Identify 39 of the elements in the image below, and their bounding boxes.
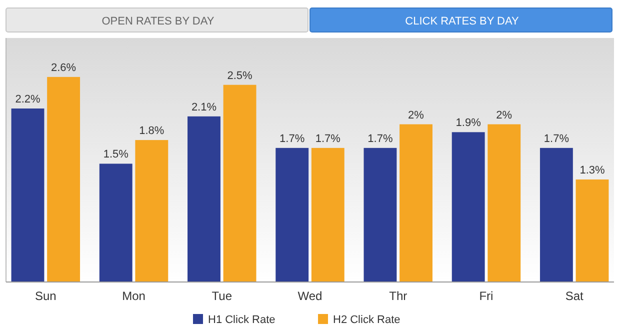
- data-label: 2%: [496, 109, 512, 122]
- x-tick-label: Fri: [479, 289, 494, 303]
- data-label: 1.7%: [544, 132, 570, 145]
- data-label: 2.6%: [51, 62, 76, 74]
- x-tick-label: Tue: [212, 289, 232, 303]
- bar: [400, 124, 432, 282]
- data-label: 1.5%: [103, 148, 129, 161]
- bar: [188, 116, 220, 282]
- text: CLICK RATES BY DAY: [405, 16, 520, 28]
- bar: [311, 148, 344, 282]
- bar: [11, 108, 44, 282]
- bar: [576, 179, 609, 282]
- legend-label: H1 Click Rate: [208, 314, 276, 326]
- data-label: 1.7%: [315, 132, 341, 145]
- bar: [135, 140, 168, 282]
- x-tick-label: Sat: [565, 289, 584, 303]
- data-label: 1.7%: [280, 132, 305, 145]
- x-tick-label: Wed: [298, 289, 322, 303]
- data-label: 2.5%: [227, 70, 253, 82]
- x-tick-label: Thr: [389, 289, 408, 303]
- data-label: 2.1%: [191, 101, 217, 114]
- bar: [276, 148, 309, 282]
- x-tick-label: Sun: [34, 289, 56, 303]
- bar: [47, 76, 80, 282]
- bar: [540, 148, 573, 282]
- data-label: 1.7%: [368, 132, 393, 145]
- data-label: 2%: [408, 109, 424, 122]
- legend-label: H2 Click Rate: [333, 314, 400, 326]
- bar: [99, 164, 132, 282]
- data-label: 1.9%: [456, 117, 482, 130]
- data-label: 1.8%: [139, 125, 164, 138]
- bar: [364, 148, 397, 282]
- data-label: 2.2%: [15, 94, 41, 106]
- bar: [452, 132, 485, 282]
- text: OPEN RATES BY DAY: [102, 16, 215, 28]
- x-tick-label: Mon: [122, 289, 146, 303]
- bar: [223, 84, 256, 282]
- data-label: 1.3%: [580, 164, 605, 176]
- bar: [488, 124, 521, 282]
